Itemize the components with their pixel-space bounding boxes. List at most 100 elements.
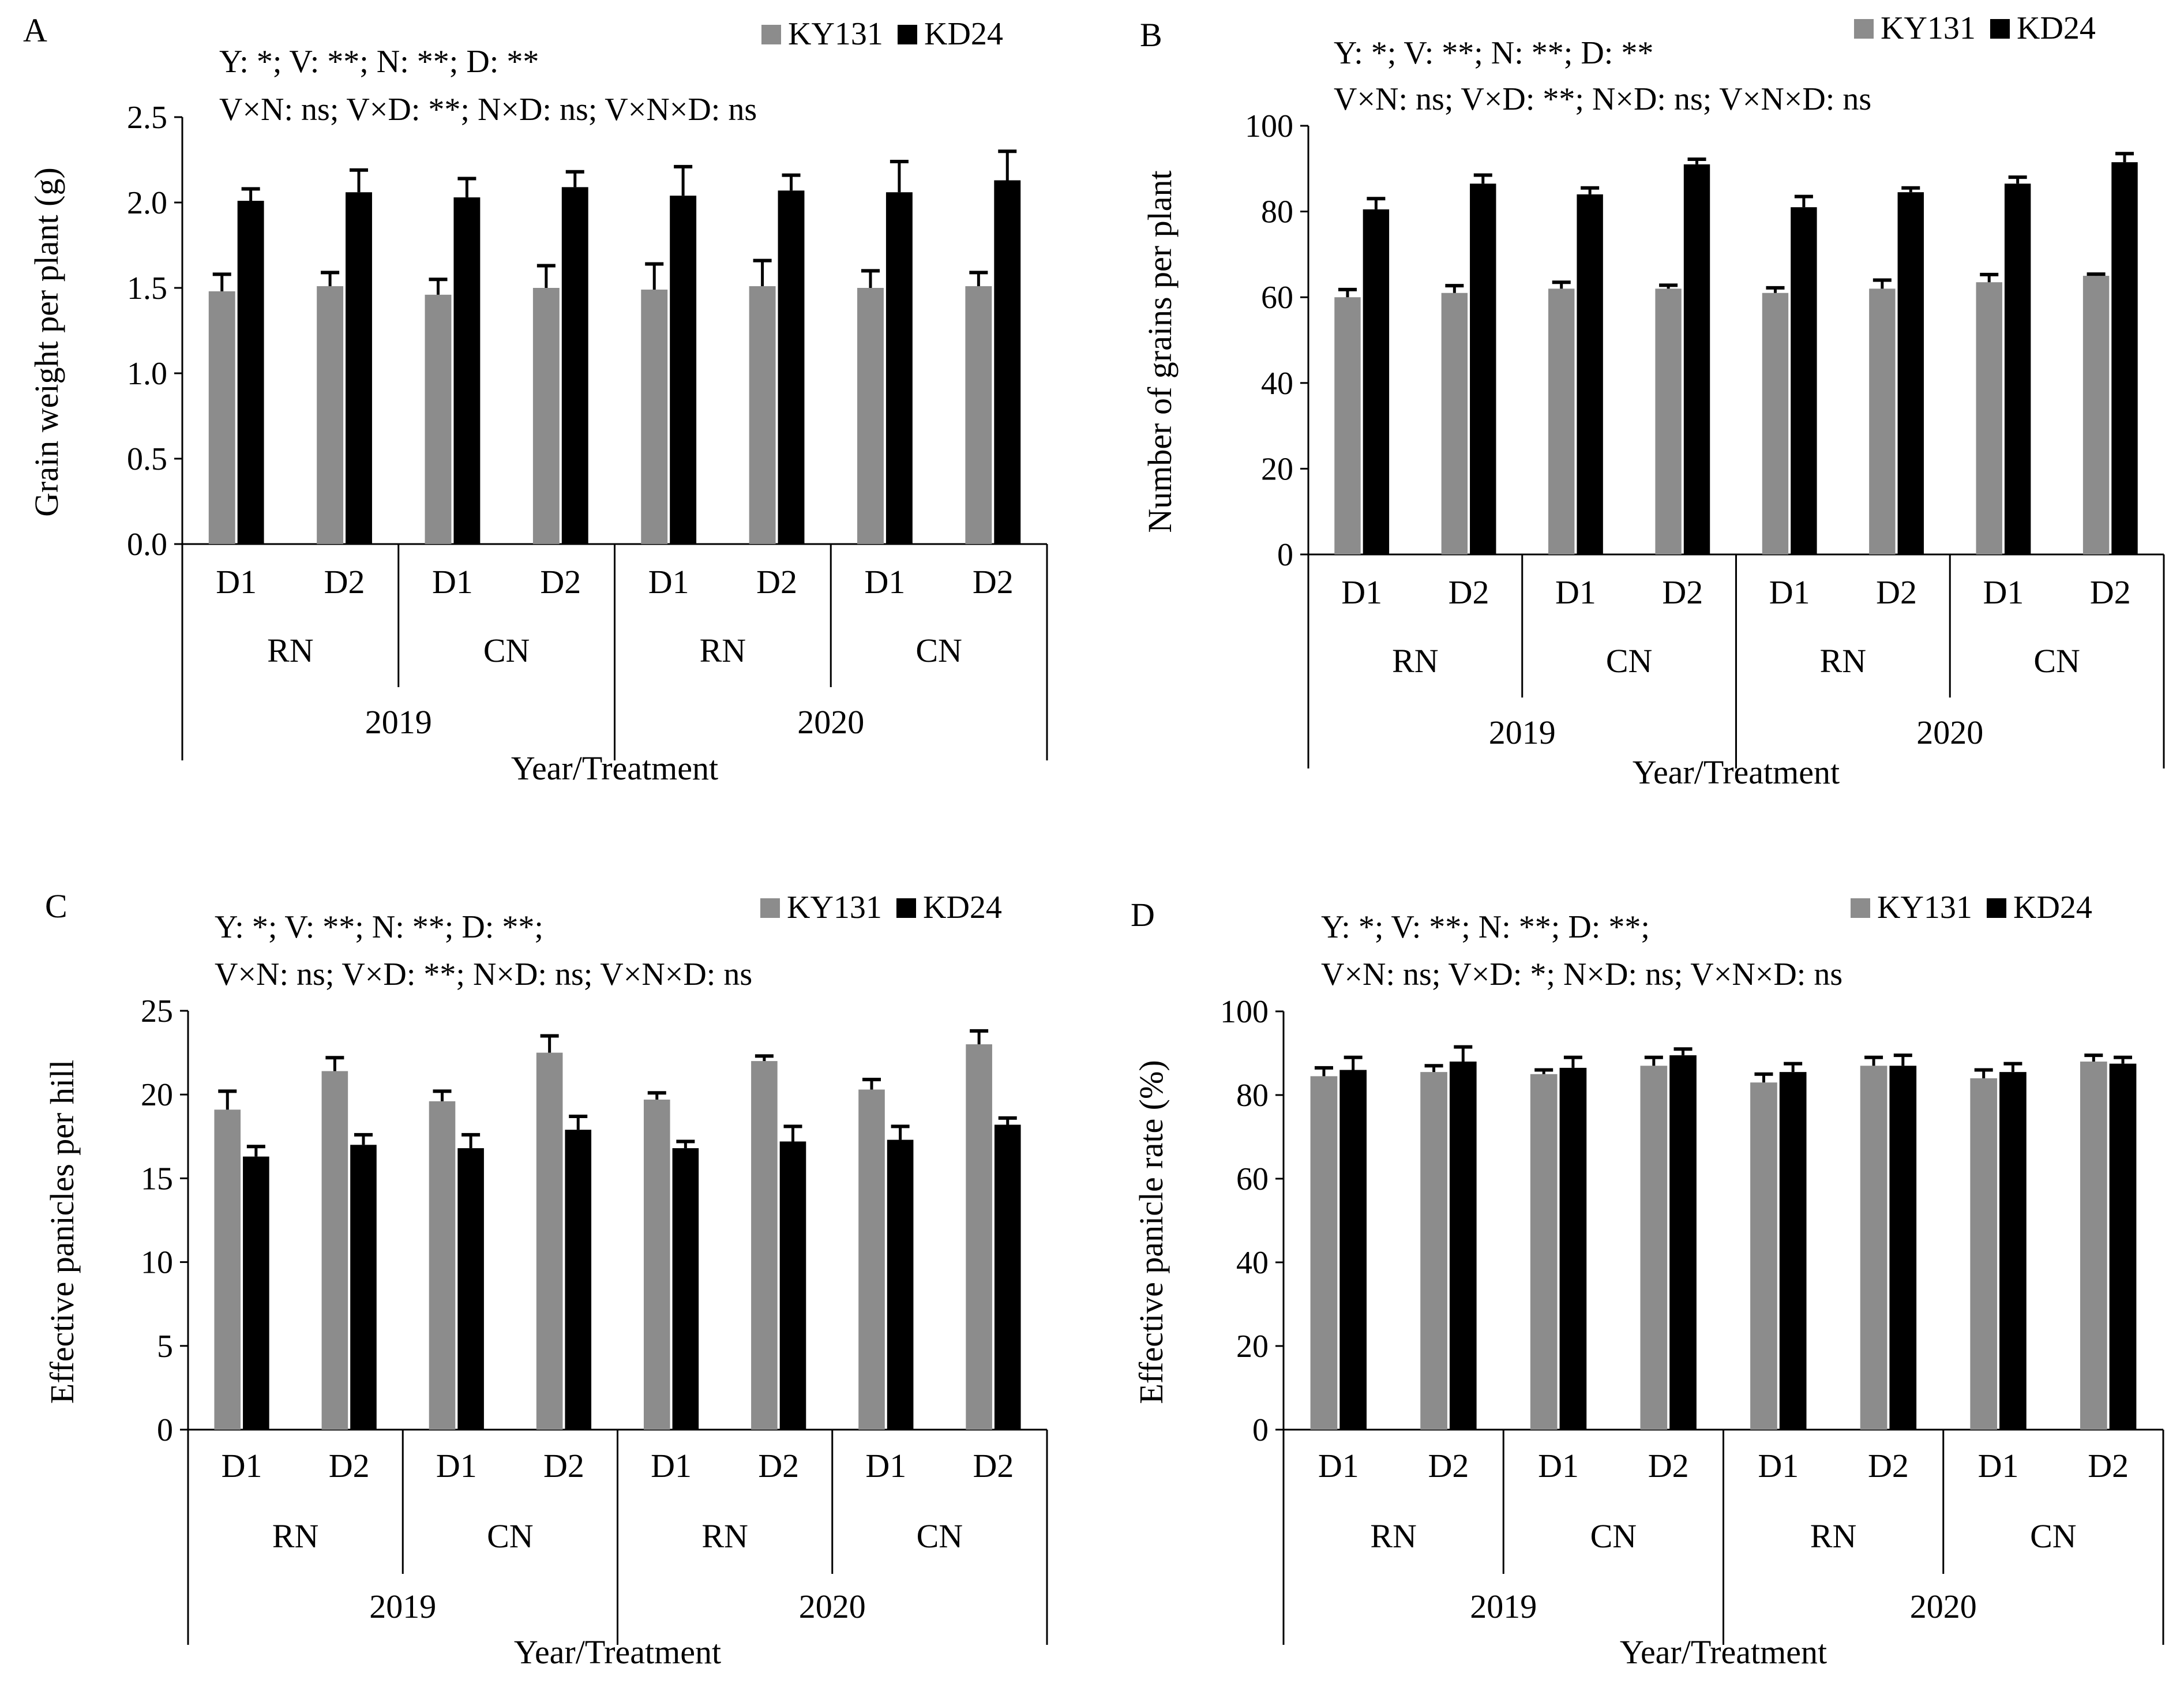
y-axis-title: Number of grains per plant (1141, 170, 1179, 533)
series-kd24 (1339, 1045, 2137, 1430)
x-axis-title: Year/Treatment (1633, 753, 1840, 791)
legend-label: KD24 (923, 890, 1002, 925)
bar-kd24 (1449, 1062, 1477, 1430)
y-tick-label: 0 (157, 1412, 173, 1448)
x-category-label: D2 (973, 563, 1014, 601)
x-category-label: D2 (2088, 1447, 2129, 1484)
bar-kd24 (1363, 209, 1390, 554)
panel-letter: D (1131, 896, 1155, 933)
legend-swatch-kd24 (898, 25, 917, 44)
bar-kd24 (779, 1141, 806, 1430)
legend: KY131 KD24 (1854, 10, 2096, 46)
legend-label: KD24 (2013, 890, 2092, 925)
bar-kd24 (887, 1139, 914, 1430)
x-category-label: D2 (1428, 1447, 1469, 1484)
series-ky131 (1334, 272, 2110, 554)
legend-swatch-ky131 (1851, 898, 1870, 918)
x-group-label: CN (917, 1517, 963, 1555)
bar-ky131 (1869, 288, 1896, 554)
legend-label: KY131 (788, 16, 883, 52)
x-group-label: RN (1370, 1517, 1417, 1555)
bar-ky131 (425, 294, 452, 544)
bar-kd24 (1339, 1070, 1367, 1430)
x-category-label: D1 (436, 1447, 477, 1484)
x-category-label: D2 (540, 563, 581, 601)
x-category-label: D1 (1341, 573, 1382, 611)
significance-line-1: Y: *; V: **; N: **; D: **; (215, 909, 543, 945)
bar-kd24 (885, 192, 913, 544)
bar-kd24 (2111, 162, 2138, 554)
y-tick-label: 2.5 (127, 100, 167, 136)
significance-line-2: V×N: ns; V×D: **; N×D: ns; V×N×D: ns (215, 957, 752, 992)
bar-ky131 (751, 1061, 778, 1430)
x-axis-title: Year/Treatment (1620, 1633, 1827, 1671)
bar-ky131 (1310, 1076, 1338, 1430)
y-tick-label: 100 (1245, 108, 1293, 144)
x-group-label: RN (700, 632, 746, 669)
legend: KY131 KD24 (1851, 890, 2092, 925)
y-tick-label: 25 (141, 993, 173, 1029)
x-category-label: D1 (1318, 1447, 1359, 1484)
x-group-label: RN (267, 632, 314, 669)
bar-ky131 (532, 288, 560, 544)
y-tick-label: 80 (1236, 1078, 1269, 1113)
x-axis-title: Year/Treatment (514, 1633, 721, 1671)
bar-ky131 (214, 1109, 241, 1430)
bar-ky131 (858, 1089, 885, 1430)
series-kd24 (1363, 152, 2138, 554)
x-year-label: 2020 (797, 703, 864, 741)
chart-panel-a: A KY131 KD24 Y: *; V: **; N: **; D: ** V×N: … (23, 12, 1048, 787)
x-category-label: D2 (973, 1447, 1014, 1484)
x-category-label: D1 (1555, 573, 1596, 611)
bar-ky131 (1334, 297, 1361, 554)
x-group-label: CN (1606, 642, 1653, 680)
x-group-label: RN (1810, 1517, 1857, 1555)
y-tick-label: 100 (1220, 994, 1269, 1030)
x-category-label: D2 (324, 563, 365, 601)
series-ky131 (208, 258, 992, 544)
x-category-label: D1 (222, 1447, 262, 1484)
bar-ky131 (1420, 1072, 1447, 1430)
x-category-label: D1 (432, 563, 473, 601)
bar-kd24 (778, 190, 805, 544)
x-category-label: D2 (756, 563, 797, 601)
y-tick-label: 60 (1261, 280, 1293, 316)
x-group-label: CN (487, 1517, 534, 1555)
legend-swatch-ky131 (760, 898, 780, 918)
bar-kd24 (1683, 164, 1710, 554)
y-tick-label: 60 (1236, 1161, 1269, 1197)
bar-kd24 (237, 201, 264, 544)
bar-ky131 (317, 286, 344, 544)
bar-kd24 (453, 197, 481, 544)
x-category-label: D2 (1648, 1447, 1689, 1484)
bar-ky131 (429, 1101, 456, 1430)
legend-swatch-kd24 (1987, 898, 2006, 918)
x-group-label: RN (701, 1517, 748, 1555)
bar-ky131 (1530, 1074, 1558, 1430)
x-category-label: D2 (1662, 573, 1703, 611)
bar-kd24 (2004, 183, 2031, 554)
bar-kd24 (1999, 1072, 2027, 1430)
bar-kd24 (1791, 207, 1817, 554)
x-year-label: 2020 (1916, 714, 1983, 751)
bar-kd24 (346, 192, 372, 544)
y-tick-label: 1.0 (127, 356, 167, 392)
bar-kd24 (1669, 1055, 1697, 1430)
y-tick-label: 0.5 (127, 441, 167, 477)
x-category-label: D1 (1769, 573, 1810, 611)
x-category-label: D1 (1978, 1447, 2019, 1484)
x-category-label: D2 (329, 1447, 370, 1484)
y-tick-label: 40 (1261, 366, 1293, 402)
bar-ky131 (1860, 1066, 1887, 1430)
legend-label: KY131 (1881, 10, 1976, 46)
legend-swatch-ky131 (1854, 19, 1874, 39)
y-tick-label: 40 (1236, 1245, 1269, 1281)
x-year-label: 2019 (365, 703, 432, 741)
chart-panel-b: B KY131 KD24 Y: *; V: **; N: **; D: ** V×N: … (1140, 10, 2165, 791)
bar-ky131 (1750, 1082, 1777, 1430)
y-tick-label: 5 (157, 1329, 173, 1364)
bar-kd24 (1779, 1072, 1807, 1430)
legend: KY131 KD24 (760, 890, 1002, 925)
x-year-label: 2019 (1470, 1588, 1537, 1625)
x-year-label: 2019 (369, 1588, 436, 1625)
